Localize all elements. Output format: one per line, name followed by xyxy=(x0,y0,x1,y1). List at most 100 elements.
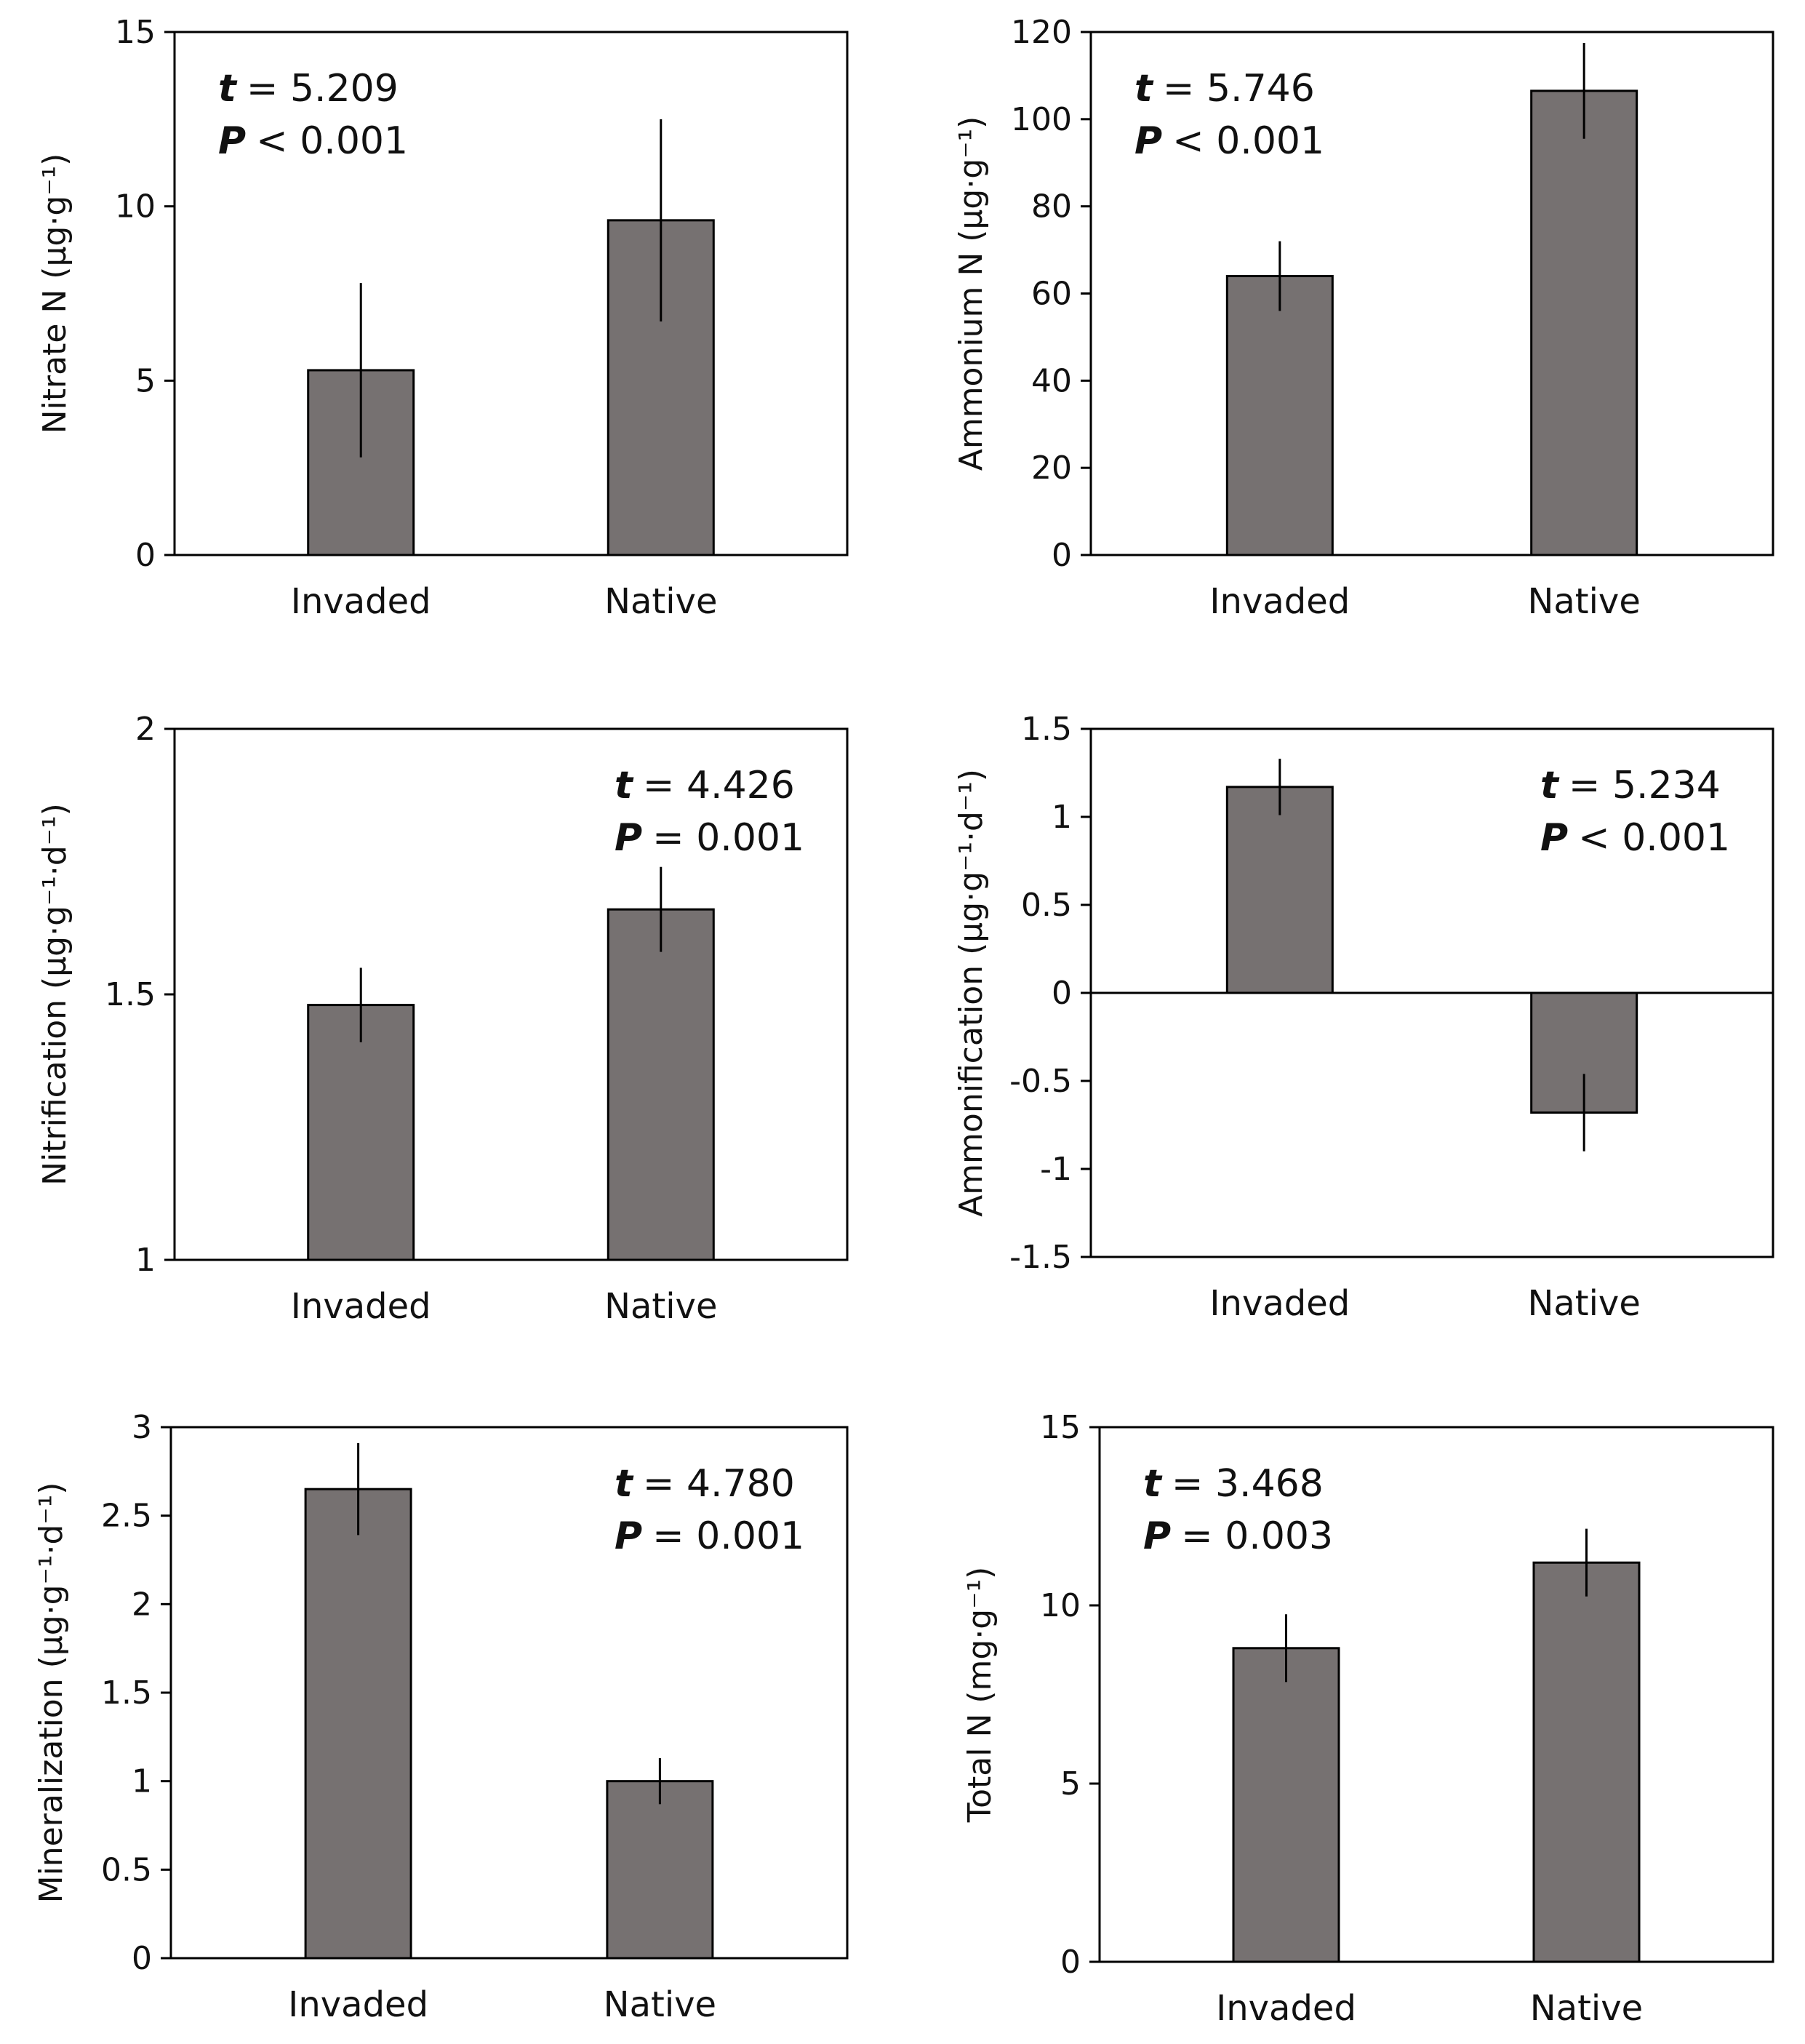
t-statistic-symbol: t xyxy=(1143,1462,1163,1506)
t-statistic-value: = 3.468 xyxy=(1172,1462,1324,1506)
y-tick-label: 0.5 xyxy=(1021,887,1072,924)
plot-frame xyxy=(169,1426,849,1960)
category-label-invaded: Invaded xyxy=(291,581,431,622)
t-statistic-symbol: t xyxy=(615,1462,634,1506)
t-statistic-symbol: t xyxy=(1540,764,1560,807)
y-tick-label: 1 xyxy=(1052,799,1072,836)
bar-native xyxy=(1530,89,1638,556)
y-tick-label: 2 xyxy=(132,1586,152,1623)
category-label-native: Native xyxy=(604,1984,716,2025)
stat-p-value: P = 0.003 xyxy=(1143,1514,1333,1558)
y-tick-label: 0.5 xyxy=(101,1851,152,1888)
y-tick-label: 5 xyxy=(135,362,156,399)
y-axis-title: Nitrate N (μg·g⁻¹) xyxy=(36,153,73,434)
stat-t-statistic: t = 5.746 xyxy=(1134,67,1315,111)
stat-t-statistic: t = 5.209 xyxy=(218,67,399,111)
bar-invaded xyxy=(1225,786,1334,994)
category-label-invaded: Invaded xyxy=(291,1286,431,1327)
y-tick-label: 80 xyxy=(1031,188,1072,225)
category-label-invaded: Invaded xyxy=(1209,581,1350,622)
t-statistic-value: = 4.780 xyxy=(643,1462,795,1506)
y-tick-label: 2.5 xyxy=(101,1498,152,1535)
y-axis-title: Mineralization (μg·g⁻¹·d⁻¹) xyxy=(33,1482,70,1904)
stat-t-statistic: t = 4.780 xyxy=(615,1462,795,1506)
y-tick-label: 2 xyxy=(135,711,156,748)
chart-panel-6: 0 5 10 15 Invaded Native Total N (mg·g⁻¹) t = 3.… xyxy=(961,1409,1774,2029)
category-label-native: Native xyxy=(604,1286,717,1327)
p-value-symbol: P xyxy=(1134,119,1162,163)
y-tick-label: 3 xyxy=(132,1409,152,1446)
t-statistic-value: = 5.234 xyxy=(1569,764,1721,807)
category-label-invaded: Invaded xyxy=(1209,1283,1350,1324)
y-axis-title: Total N (mg·g⁻¹) xyxy=(961,1567,998,1824)
y-axis-title: Nitrification (μg·g⁻¹·d⁻¹) xyxy=(36,803,73,1186)
p-value-symbol: P xyxy=(1143,1514,1171,1558)
y-tick-label: 10 xyxy=(1040,1587,1081,1624)
chart-panel-2: 0 20 40 60 80 100 120 Invaded Native Ammonium N (… xyxy=(953,14,1774,622)
stat-t-statistic: t = 3.468 xyxy=(1143,1462,1324,1506)
p-value-symbol: P xyxy=(218,119,246,163)
y-tick-label: -1.5 xyxy=(1009,1239,1072,1276)
y-tick-label: -0.5 xyxy=(1009,1063,1072,1100)
y-tick-label: 20 xyxy=(1031,450,1072,487)
stat-p-value: P < 0.001 xyxy=(1540,816,1730,860)
bar-invaded xyxy=(304,1488,412,1960)
y-tick-label: -1 xyxy=(1040,1151,1072,1188)
t-statistic-symbol: t xyxy=(615,764,634,807)
category-label-native: Native xyxy=(1530,1988,1643,2029)
y-tick-label: 100 xyxy=(1011,101,1072,138)
y-tick-label: 120 xyxy=(1011,14,1072,51)
y-tick-label: 10 xyxy=(115,188,156,225)
p-value-value: < 0.001 xyxy=(1578,816,1730,860)
t-statistic-value: = 4.426 xyxy=(643,764,795,807)
category-label-native: Native xyxy=(1527,1283,1640,1324)
y-tick-label: 0 xyxy=(1060,1944,1081,1981)
y-tick-label: 1.5 xyxy=(105,976,156,1013)
y-tick-label: 40 xyxy=(1031,362,1072,399)
y-tick-label: 1 xyxy=(132,1763,152,1800)
p-value-value: < 0.001 xyxy=(1172,119,1324,163)
stat-p-value: P = 0.001 xyxy=(615,816,804,860)
t-statistic-symbol: t xyxy=(218,67,238,111)
category-label-invaded: Invaded xyxy=(288,1984,428,2025)
plot-frame xyxy=(173,31,849,556)
y-tick-label: 1.5 xyxy=(101,1674,152,1712)
y-tick-label: 60 xyxy=(1031,276,1072,313)
category-label-native: Native xyxy=(604,581,717,622)
p-value-value: = 0.003 xyxy=(1181,1514,1333,1558)
t-statistic-symbol: t xyxy=(1134,67,1154,111)
plot-frame xyxy=(1098,1426,1774,1963)
y-tick-label: 0 xyxy=(132,1940,152,1977)
bar-invaded xyxy=(1225,275,1334,556)
chart-panel-3: 1 1.5 2 Invaded Native Nitrification (μg·g⁻¹·… xyxy=(36,711,849,1327)
bar-native xyxy=(1532,1561,1641,1963)
category-label-native: Native xyxy=(1527,581,1640,622)
y-axis-title: Ammonium N (μg·g⁻¹) xyxy=(953,116,990,471)
stat-t-statistic: t = 4.426 xyxy=(615,764,795,807)
y-tick-label: 15 xyxy=(1040,1409,1081,1446)
y-tick-label: 1 xyxy=(135,1242,156,1279)
bar-native xyxy=(607,908,715,1261)
y-tick-label: 0 xyxy=(1052,537,1072,574)
bar-invaded xyxy=(1232,1647,1340,1963)
chart-panel-5: 0 0.5 1 1.5 2 2.5 3 Invaded Native Mineralization… xyxy=(33,1409,849,2025)
p-value-symbol: P xyxy=(615,1514,642,1558)
y-tick-label: 1.5 xyxy=(1021,711,1072,748)
bar-invaded xyxy=(307,1004,415,1261)
y-tick-label: 0 xyxy=(135,537,156,574)
bar-native xyxy=(606,1780,714,1960)
stat-t-statistic: t = 5.234 xyxy=(1540,764,1721,807)
plot-frame xyxy=(173,727,849,1261)
p-value-symbol: P xyxy=(1540,816,1568,860)
category-label-invaded: Invaded xyxy=(1216,1988,1356,2029)
stat-p-value: P = 0.001 xyxy=(615,1514,804,1558)
t-statistic-value: = 5.209 xyxy=(247,67,399,111)
chart-panel-4: -1.5 -1 -0.5 0 0.5 1 1.5 Invaded Native Ammonific… xyxy=(953,711,1774,1324)
y-tick-label: 15 xyxy=(115,14,156,51)
chart-panel-1: 0 5 10 15 Invaded Native Nitrate N (μg·g⁻¹) t = … xyxy=(36,14,849,622)
stat-p-value: P < 0.001 xyxy=(218,119,408,163)
y-tick-label: 0 xyxy=(1052,975,1072,1012)
t-statistic-value: = 5.746 xyxy=(1163,67,1315,111)
p-value-value: < 0.001 xyxy=(256,119,408,163)
